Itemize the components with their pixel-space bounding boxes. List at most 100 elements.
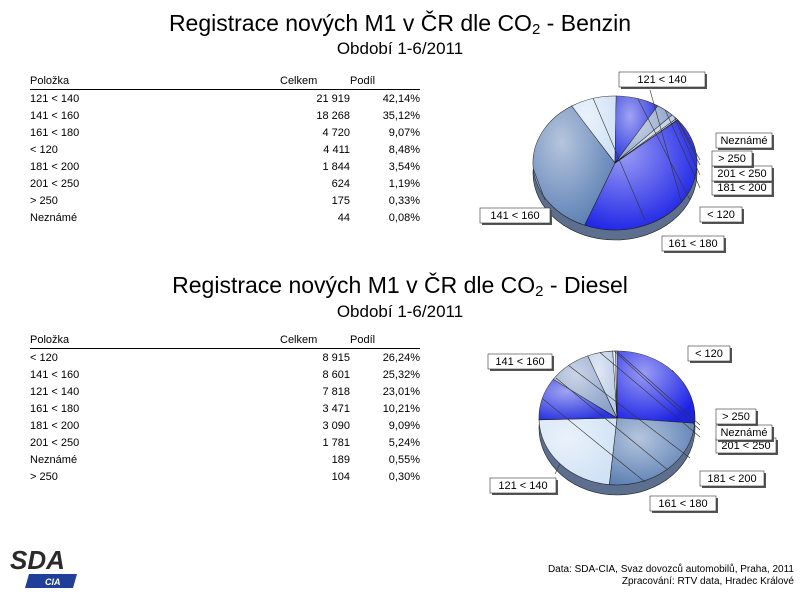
col-header-share: Podíl (350, 333, 420, 349)
chart1-table: Položka Celkem Podíl 121 < 140 21 919 42,1… (30, 74, 420, 226)
sda-cia-logo: SDA CIA (10, 545, 77, 588)
cell-share: 35,12% (382, 109, 420, 122)
pie-slice (614, 95, 659, 164)
pie-label: 121 < 140 (637, 74, 686, 86)
cell-total: 1 844 (322, 160, 350, 173)
cell-item: < 120 (30, 351, 58, 364)
cell-item: < 120 (30, 143, 58, 156)
cell-total: 8 601 (322, 368, 350, 381)
cell-total: 4 720 (322, 126, 350, 139)
cell-share: 0,33% (388, 194, 420, 207)
pie-slice (584, 119, 698, 231)
cell-item: 161 < 180 (30, 126, 80, 139)
pie-label-box (699, 206, 743, 223)
cell-total: 1 781 (322, 436, 350, 449)
chart1-title-subscript: 2 (531, 21, 541, 38)
pie-label-box (618, 71, 706, 88)
cell-share: 5,24% (388, 436, 420, 449)
cell-total: 8 915 (322, 351, 350, 364)
cell-total: 18 268 (316, 109, 350, 122)
cell-total: 4 411 (323, 143, 350, 156)
pie-label: 141 < 160 (495, 356, 544, 368)
chart2-title-main: Registrace nových M1 v ČR dle CO (172, 272, 536, 298)
pie-slice (532, 105, 616, 226)
pie-label-box (479, 207, 551, 224)
table-header-row: Položka Celkem Podíl (30, 333, 420, 349)
cell-item: 161 < 180 (30, 402, 80, 415)
chart2-title-suffix: - Diesel (543, 272, 628, 298)
table-row: 141 < 160 18 268 35,12% (30, 107, 420, 124)
pie-label: 181 < 200 (707, 473, 756, 485)
pie-label-box (711, 150, 753, 167)
cell-item: 181 < 200 (30, 160, 80, 173)
cell-total: 44 (337, 211, 350, 224)
chart1-title-suffix: - Benzin (540, 10, 632, 36)
cell-total: 3 471 (322, 402, 350, 415)
pie-slice (538, 378, 619, 421)
cell-share: 9,07% (388, 126, 420, 139)
cell-item: 141 < 160 (30, 109, 80, 122)
pie-leader-line (677, 119, 701, 161)
pie-label: Neznámé (720, 427, 767, 439)
cell-item: 121 < 140 (30, 92, 80, 105)
pie-label: 161 < 180 (668, 238, 717, 250)
pie-label-box (487, 353, 553, 370)
table-row: Neznámé 44 0,08% (30, 209, 420, 226)
cell-item: Neznámé (30, 211, 78, 224)
pie-label-box (489, 477, 557, 494)
table-row: < 120 4 411 8,48% (30, 141, 420, 158)
table-row: 121 < 140 21 919 42,14% (30, 90, 420, 108)
cell-share: 9,09% (388, 419, 420, 432)
chart2-title-subscript: 2 (535, 283, 544, 300)
chart1-period: Období 1-6/2011 (336, 39, 464, 58)
cell-item: Neznámé (30, 453, 78, 466)
cell-total: 7 818 (322, 385, 350, 398)
pie-label: 201 < 250 (721, 440, 770, 452)
cell-item: 201 < 250 (30, 177, 80, 190)
pie-slice (587, 350, 618, 419)
pie-label: Neznámé (720, 135, 767, 147)
pie-label: > 250 (722, 411, 750, 423)
table-header-row: Položka Celkem Podíl (30, 74, 420, 90)
cell-share: 25,32% (382, 368, 420, 381)
pie-leader-line (649, 89, 682, 203)
chart2-table: Položka Celkem Podíl < 120 8 915 26,24% 141… (30, 333, 420, 485)
table-row: 121 < 140 7 818 23,01% (30, 383, 420, 400)
table-row: > 250 175 0,33% (30, 192, 420, 209)
cell-item: 201 < 250 (30, 436, 80, 449)
footer-processed: Zpracování: RTV data, Hradec Králové (621, 576, 794, 587)
footer-source: Data: SDA-CIA, Svaz dovozců automobilů, … (547, 564, 794, 575)
table-row: Neznámé 189 0,55% (30, 451, 420, 468)
table-row: 201 < 250 624 1,19% (30, 175, 420, 192)
pie-slice (538, 417, 618, 485)
table-row: > 250 104 0,30% (30, 468, 420, 485)
table-row: 201 < 250 1 781 5,24% (30, 434, 420, 451)
table-row: 181 < 200 3 090 9,09% (30, 417, 420, 434)
pie-leader-line (533, 168, 546, 201)
chart1-title: Registrace nových M1 v ČR dle CO2 - Benz… (0, 10, 800, 43)
cell-total: 624 (331, 177, 350, 190)
pie-label: 121 < 140 (498, 480, 547, 492)
pie-leader-line (568, 365, 691, 459)
table-row: 161 < 180 3 471 10,21% (30, 400, 420, 417)
pie-label-box (661, 235, 725, 252)
pie-leader-line (671, 369, 675, 373)
pie-label-box (715, 408, 757, 425)
pie-label-box (649, 495, 717, 512)
pie-slice (615, 350, 618, 419)
pie-label: < 120 (695, 348, 723, 360)
pie-label: 201 < 250 (717, 168, 766, 180)
cell-item: 141 < 160 (30, 368, 80, 381)
cell-total: 21 919 (316, 92, 350, 105)
col-header-item: Položka (30, 333, 280, 349)
pie-leader-line (554, 463, 561, 475)
cell-share: 42,14% (382, 92, 420, 105)
chart1-title-main: Registrace nových M1 v ČR dle CO (168, 10, 532, 36)
pie-leader-line (555, 377, 668, 470)
pie-label: 141 < 160 (490, 210, 539, 222)
pie-leader-line (616, 350, 701, 426)
cell-total: 3 090 (322, 419, 350, 432)
cell-item: 181 < 200 (30, 419, 80, 432)
table-row: 181 < 200 1 844 3,54% (30, 158, 420, 175)
